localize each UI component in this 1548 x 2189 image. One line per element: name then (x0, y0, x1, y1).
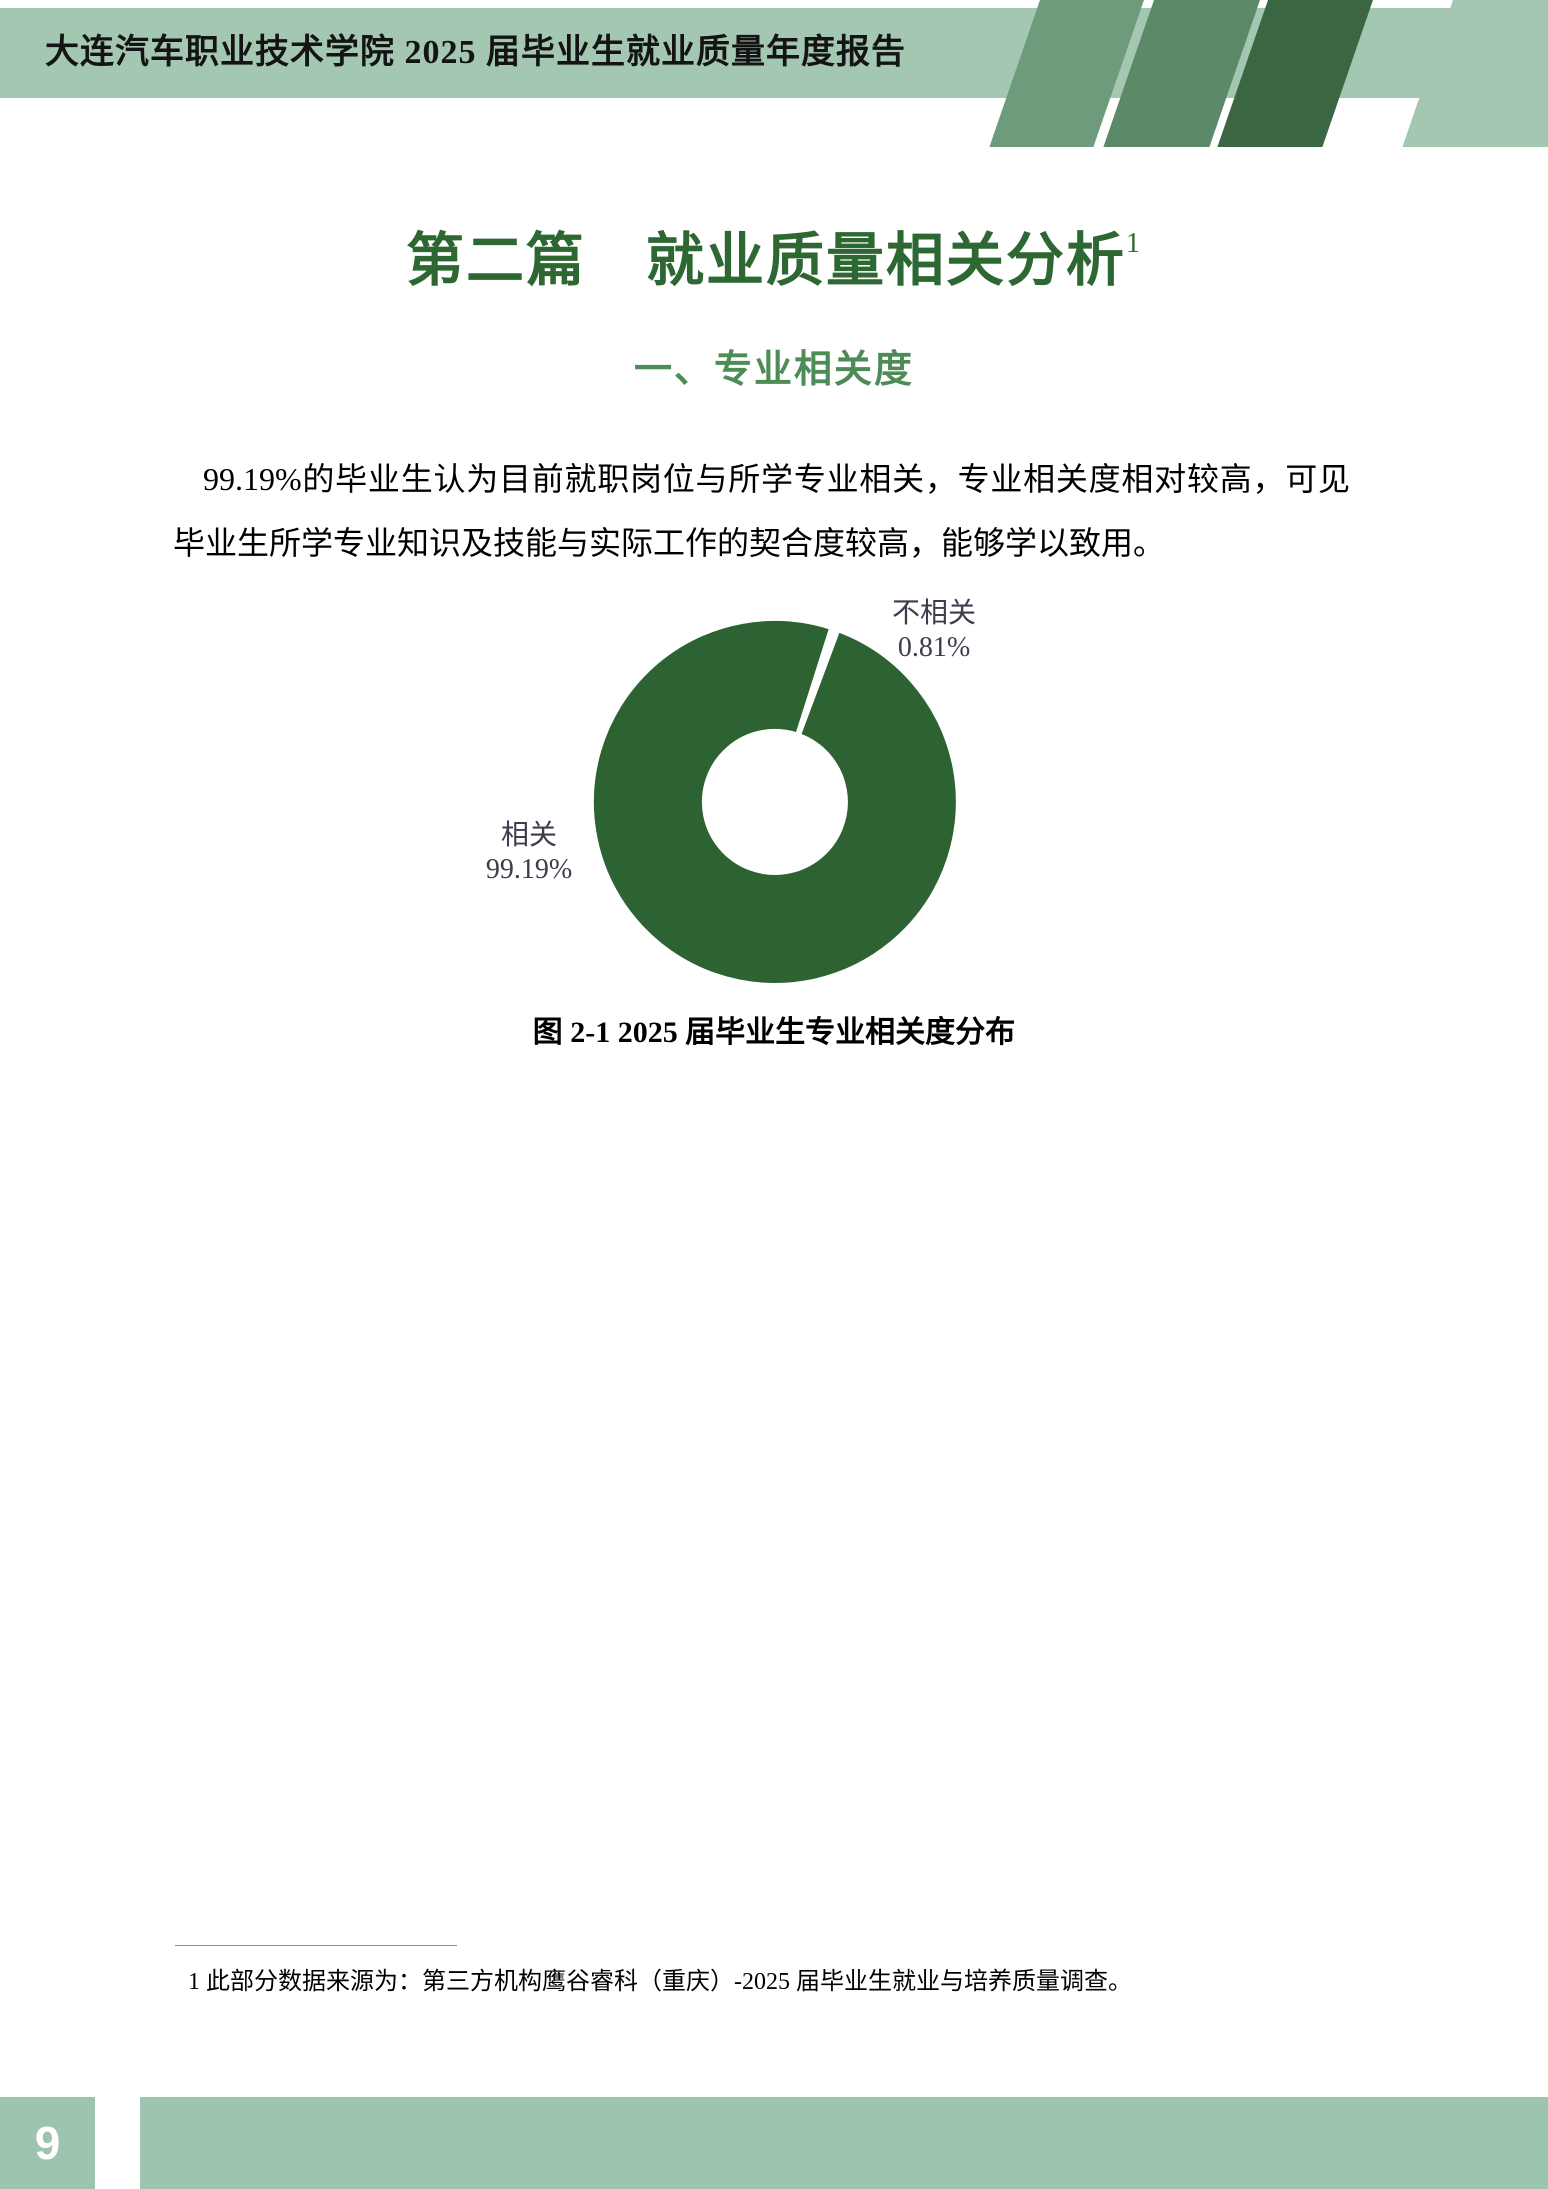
pie-slice-不相关 (795, 627, 841, 736)
pie-slice-相关 (591, 618, 958, 985)
footnote-divider (175, 1945, 457, 1946)
slice-label-related-name: 相关 (500, 820, 557, 851)
slice-label-unrelated: 不相关 0.81% (849, 597, 1019, 665)
subsection-title: 一、专业相关度 (633, 349, 914, 391)
page-number-badge: 9 (0, 2097, 95, 2189)
footnote-text: 1 此部分数据来源为：第三方机构鹰谷睿科（重庆）-2025 届毕业生就业与培养质… (188, 1969, 1132, 1995)
section-title-text: 第二篇 就业质量相关分析 (405, 228, 1126, 293)
slice-label-unrelated-value: 0.81% (897, 632, 971, 663)
body-paragraph: 99.19%的毕业生认为目前就职岗位与所学专业相关，专业相关度相对较高，可见毕业… (173, 461, 1350, 561)
slice-label-related: 相关 99.19% (444, 819, 614, 887)
donut-chart (591, 618, 958, 985)
section-title: 第二篇 就业质量相关分析1 (0, 203, 1548, 302)
slice-label-unrelated-name: 不相关 (891, 598, 976, 629)
slice-label-related-value: 99.19% (485, 854, 573, 885)
figure-caption: 图 2-1 2025 届毕业生专业相关度分布 (532, 1016, 1016, 1049)
footer-bar (140, 2097, 1548, 2189)
page-number: 9 (34, 2117, 61, 2169)
header-title: 大连汽车职业技术学院 2025 届毕业生就业质量年度报告 (45, 34, 906, 71)
footnote-ref: 1 (1126, 228, 1142, 259)
